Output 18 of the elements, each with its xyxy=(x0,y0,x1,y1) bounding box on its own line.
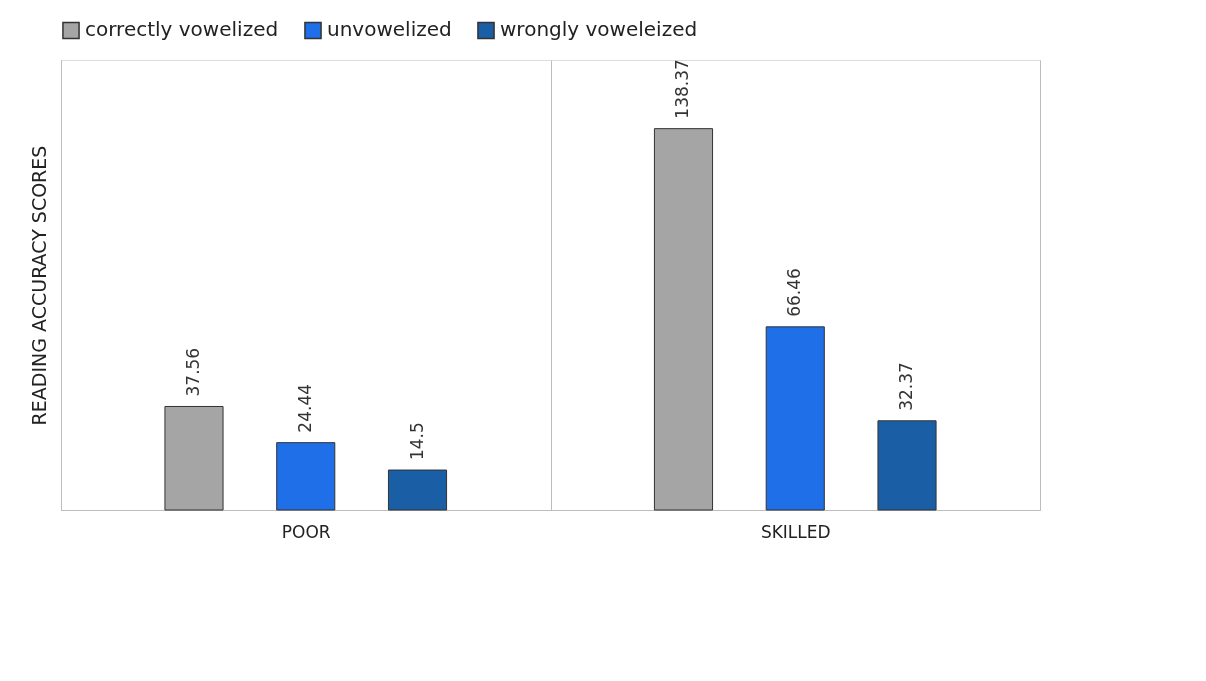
x-tick-label: POOR xyxy=(281,521,331,542)
data-label: 14.5 xyxy=(406,422,427,461)
data-label: 24.44 xyxy=(294,383,315,433)
y-axis-title: READING ACCURACY SCORES xyxy=(27,145,50,426)
bar xyxy=(765,326,825,511)
bar xyxy=(276,442,336,511)
bar xyxy=(164,405,224,511)
legend-label: correctly vowelized xyxy=(85,17,279,42)
data-label: 138.37 xyxy=(672,59,693,119)
x-tick-label: SKILLED xyxy=(760,521,831,542)
bar xyxy=(387,469,448,511)
legend-label: wrongly voweleized xyxy=(500,17,698,42)
data-label: 32.37 xyxy=(896,362,917,411)
data-label: 66.46 xyxy=(784,268,805,317)
bar xyxy=(653,128,714,511)
legend-label: unvowelized xyxy=(327,17,452,42)
data-label: 37.56 xyxy=(182,347,203,397)
bar xyxy=(877,420,937,511)
